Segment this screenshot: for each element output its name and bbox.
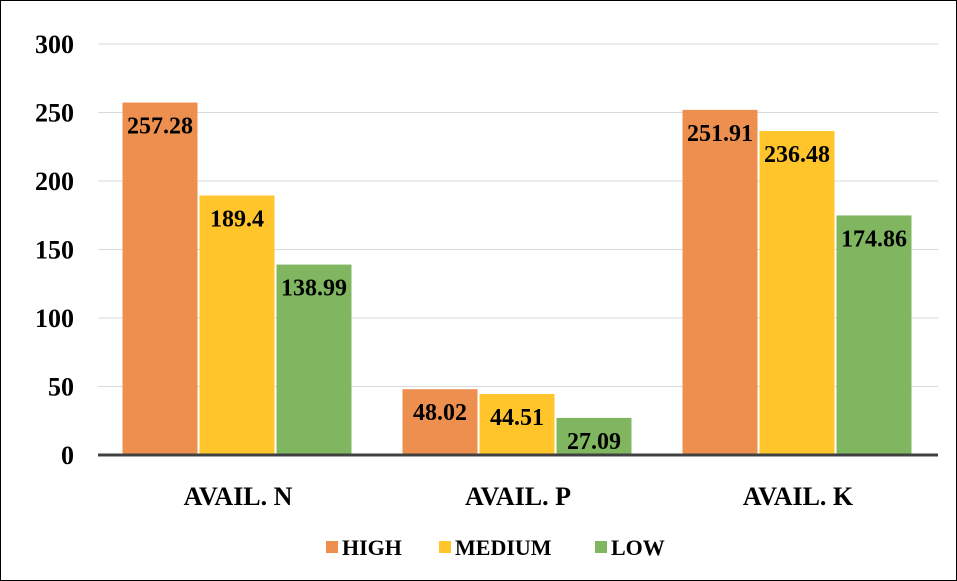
y-tick-label: 100 bbox=[35, 304, 74, 333]
data-label: 138.99 bbox=[281, 276, 347, 302]
legend-swatch bbox=[439, 541, 451, 553]
x-category-label: AVAIL. K bbox=[743, 482, 854, 511]
bar bbox=[402, 389, 478, 455]
legend-label: MEDIUM bbox=[455, 535, 552, 560]
data-label: 174.86 bbox=[841, 226, 907, 252]
data-labels: 257.28 189.4 138.99 48.02 44.51 27.09 251.91 23… bbox=[127, 114, 907, 455]
legend-swatch bbox=[326, 541, 338, 553]
bar bbox=[836, 215, 912, 455]
y-axis-ticks: 0 50 100 150 200 250 300 bbox=[35, 30, 74, 470]
data-label: 257.28 bbox=[127, 114, 193, 140]
legend: HIGH MEDIUM LOW bbox=[326, 535, 665, 560]
y-tick-label: 300 bbox=[35, 30, 74, 59]
legend-label: LOW bbox=[611, 535, 665, 560]
bar bbox=[122, 102, 198, 455]
y-tick-label: 150 bbox=[35, 236, 74, 265]
y-tick-label: 50 bbox=[48, 373, 74, 402]
bar bbox=[759, 131, 835, 455]
data-label: 48.02 bbox=[413, 400, 467, 426]
legend-label: HIGH bbox=[342, 535, 402, 560]
x-category-label: AVAIL. N bbox=[184, 482, 293, 511]
data-label: 251.91 bbox=[687, 121, 753, 147]
legend-swatch bbox=[595, 541, 607, 553]
data-label: 236.48 bbox=[764, 142, 830, 168]
x-category-label: AVAIL. P bbox=[465, 482, 571, 511]
bar bbox=[479, 394, 555, 455]
data-label: 44.51 bbox=[490, 405, 544, 431]
data-label: 189.4 bbox=[210, 207, 264, 233]
bar bbox=[556, 417, 632, 455]
y-tick-label: 200 bbox=[35, 167, 74, 196]
bars bbox=[122, 102, 912, 455]
data-label: 27.09 bbox=[567, 429, 621, 455]
bar bbox=[276, 264, 352, 455]
x-axis-categories: AVAIL. N AVAIL. P AVAIL. K bbox=[184, 482, 854, 511]
bar bbox=[199, 195, 275, 455]
y-tick-label: 250 bbox=[35, 99, 74, 128]
y-tick-label: 0 bbox=[61, 441, 74, 470]
bar bbox=[682, 109, 758, 455]
